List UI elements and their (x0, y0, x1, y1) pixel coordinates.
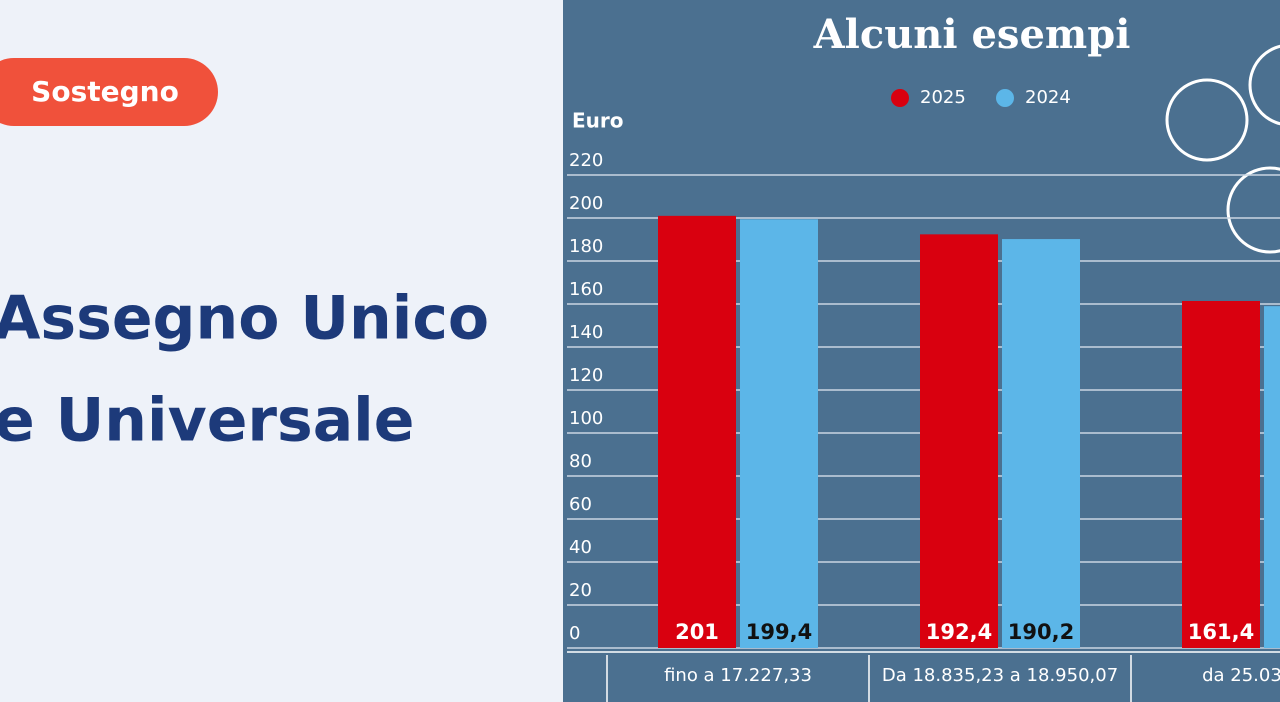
y-tick-label: 20 (569, 580, 592, 601)
coin-icons (1165, 44, 1280, 254)
legend-swatch (996, 89, 1014, 107)
y-tick-label: 180 (569, 236, 603, 257)
coin-icon (1226, 166, 1280, 254)
y-axis-label: Euro (572, 109, 624, 133)
value-label: 190,2 (1008, 620, 1074, 644)
y-tick-label: 160 (569, 279, 603, 300)
value-label: 161,4 (1188, 620, 1254, 644)
bar (1002, 239, 1080, 648)
y-tick-label: 200 (569, 193, 603, 214)
y-tick-label: 40 (569, 537, 592, 558)
legend-label: 2025 (920, 87, 966, 108)
y-tick-label: 80 (569, 451, 592, 472)
y-tick-label: 100 (569, 408, 603, 429)
legend-label: 2024 (1025, 87, 1071, 108)
y-tick-label: 0 (569, 623, 580, 644)
x-tick-label: da 25.037,07 (1202, 665, 1280, 686)
legend-swatch (891, 89, 909, 107)
bar (1264, 306, 1280, 648)
chart-title: Alcuni esempi (813, 11, 1131, 58)
x-tick-label: fino a 17.227,33 (664, 665, 812, 686)
tag-pill (0, 58, 218, 126)
bar (1182, 300, 1260, 648)
value-label: 201 (675, 620, 719, 644)
coin-icon (1165, 78, 1249, 162)
x-tick-label: Da 18.835,23 a 18.950,07 (882, 665, 1118, 686)
bar (740, 219, 818, 649)
y-tick-label: 120 (569, 365, 603, 386)
coin-icon (1248, 44, 1280, 126)
page-title: e Universale (0, 386, 414, 456)
y-tick-label: 60 (569, 494, 592, 515)
y-tick-label: 140 (569, 322, 603, 343)
tag: Sostegno (31, 75, 179, 108)
y-tick-label: 220 (569, 150, 603, 171)
value-label: 199,4 (746, 620, 812, 644)
bar (920, 234, 998, 648)
page-title: Assegno Unico (0, 284, 489, 354)
value-label: 192,4 (926, 620, 992, 644)
bar (658, 215, 736, 648)
